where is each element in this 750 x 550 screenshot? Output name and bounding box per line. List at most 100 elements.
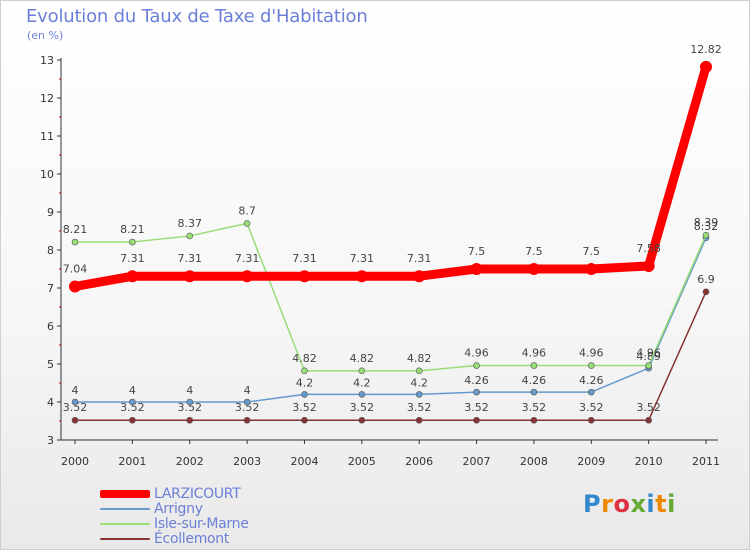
y-tick-label: 5 — [47, 358, 54, 371]
data-label: 4 — [186, 384, 193, 397]
data-label: 4 — [129, 384, 136, 397]
data-point — [186, 416, 194, 424]
data-point — [645, 362, 652, 369]
data-label: 8.7 — [238, 204, 256, 217]
x-tick-label: 2005 — [348, 455, 376, 468]
x-tick-label: 2001 — [118, 455, 146, 468]
data-point — [129, 416, 136, 424]
chart-title: Evolution du Taux de Taxe d'Habitation — [26, 6, 368, 27]
data-point — [587, 362, 595, 369]
series-line-3 — [74, 291, 707, 421]
legend-label: Arrigny — [154, 501, 203, 517]
data-label: 7.31 — [120, 252, 145, 265]
data-point — [415, 367, 423, 375]
data-label: 3.52 — [579, 401, 604, 414]
legend-label: Isle-sur-Marne — [154, 516, 249, 532]
logo-letter: P — [583, 490, 602, 518]
y-tick-label: 11 — [40, 130, 54, 143]
y-tick-label: 6 — [47, 320, 54, 333]
y-tick-label: 10 — [40, 168, 54, 181]
y-tick-label: 9 — [47, 206, 54, 219]
y-tick-label: 4 — [47, 396, 54, 409]
data-label: 7.58 — [636, 242, 661, 255]
data-label: 3.52 — [177, 401, 202, 414]
x-tick-label: 2002 — [176, 455, 204, 468]
data-label: 4.96 — [522, 347, 547, 360]
series-line-2 — [74, 222, 707, 372]
y-tick-label: 3 — [47, 434, 54, 447]
data-point — [358, 367, 366, 375]
data-label: 4.26 — [522, 374, 547, 387]
data-point — [243, 416, 251, 424]
x-tick-label: 2011 — [692, 455, 720, 468]
data-point — [587, 388, 595, 396]
data-point — [71, 238, 79, 246]
data-label: 7.5 — [525, 245, 543, 258]
data-point — [527, 263, 540, 275]
legend: LARZICOURT Arrigny Isle-sur-Marne Écolle… — [100, 486, 360, 547]
data-label: 7.31 — [350, 252, 375, 265]
chart-subtitle: (en %) — [27, 29, 64, 42]
data-label: 4.96 — [636, 347, 661, 360]
data-point — [69, 280, 81, 293]
legend-label: LARZICOURT — [154, 486, 241, 502]
x-tick-label: 2006 — [405, 455, 433, 468]
data-label: 3.52 — [120, 401, 145, 414]
data-label: 4.2 — [296, 376, 314, 389]
legend-swatch-arrigny — [100, 508, 150, 510]
data-label: 3.52 — [464, 401, 489, 414]
legend-label: Écollemont — [154, 531, 230, 547]
legend-swatch-ecollemont — [100, 538, 150, 540]
data-point — [358, 416, 366, 424]
series-line-0 — [70, 62, 711, 291]
data-point — [71, 416, 79, 424]
data-point — [358, 391, 366, 398]
data-point — [301, 367, 308, 375]
logo-letter: i — [667, 490, 676, 518]
data-point — [585, 263, 598, 275]
data-label: 3.52 — [407, 401, 432, 414]
data-point — [530, 416, 538, 424]
data-label: 8.32 — [694, 220, 719, 233]
data-label: 8.37 — [177, 217, 202, 230]
legend-item-larzicourt: LARZICOURT — [100, 486, 360, 502]
proxiti-logo: Proxiti — [583, 490, 676, 518]
data-point — [301, 391, 308, 398]
legend-item-isle-sur-marne: Isle-sur-Marne — [100, 516, 360, 532]
data-label: 7.31 — [235, 252, 260, 265]
x-tick-label: 2010 — [635, 455, 663, 468]
x-tick-label: 2009 — [577, 455, 605, 468]
data-label: 7.31 — [292, 252, 317, 265]
x-tick-label: 2000 — [61, 455, 89, 468]
data-label: 8.21 — [120, 223, 145, 236]
data-label: 4.2 — [353, 376, 371, 389]
data-label: 4.82 — [407, 352, 432, 365]
data-label: 12.82 — [690, 43, 722, 56]
y-tick-label: 7 — [47, 282, 54, 295]
logo-letter: r — [601, 490, 614, 518]
data-point — [126, 270, 139, 283]
x-tick-label: 2008 — [520, 455, 548, 468]
data-label: 3.52 — [636, 401, 661, 414]
y-tick-label: 8 — [47, 244, 54, 257]
data-point — [186, 398, 194, 406]
data-point — [413, 270, 426, 283]
data-point — [186, 232, 194, 240]
data-label: 3.52 — [522, 401, 547, 414]
data-point — [473, 388, 480, 396]
data-label: 8.21 — [63, 223, 88, 236]
data-point — [473, 362, 480, 369]
legend-item-ecollemont: Écollemont — [100, 531, 360, 547]
legend-swatch-larzicourt — [100, 490, 150, 498]
logo-letter: i — [646, 490, 656, 518]
data-point — [415, 391, 423, 398]
data-label: 7.5 — [583, 245, 601, 258]
data-label: 3.52 — [63, 401, 88, 414]
data-label: 4.82 — [292, 352, 317, 365]
data-point — [243, 220, 251, 227]
data-label: 3.52 — [235, 401, 260, 414]
data-point — [700, 60, 712, 73]
data-label: 7.5 — [468, 245, 486, 258]
data-point — [129, 238, 136, 246]
data-label: 4.2 — [410, 376, 428, 389]
